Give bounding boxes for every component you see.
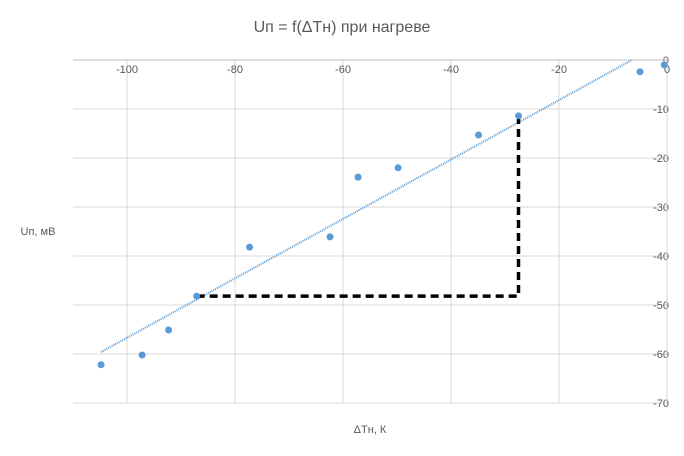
point [515,112,522,120]
y-tick-label: -10 [653,104,669,116]
point [354,173,362,181]
x-axis-label: ΔTн, К [354,424,387,436]
y-tick-label: -60 [653,349,669,361]
point [246,243,254,251]
point [636,68,644,76]
x-tick-label: -80 [227,64,243,76]
x-tick-label: -20 [551,64,567,76]
point [326,233,334,241]
x-tick-label: -100 [116,64,138,76]
point [475,131,483,139]
y-tick-label: -20 [653,153,669,165]
trendline [100,59,633,353]
y-tick-label: -50 [653,300,669,312]
y-axis-label: Uп, мВ [21,226,56,238]
x-tick-label: -60 [335,64,351,76]
point [660,61,668,69]
y-tick-label: -30 [653,202,669,214]
point [97,361,105,369]
point [138,351,146,359]
x-tick-label: 0 [664,64,670,76]
y-tick-label: -40 [653,251,669,263]
point [165,326,173,334]
guide-line [196,115,521,298]
y-tick-label: -70 [653,398,669,410]
chart-title: Uп = f(ΔTн) при нагреве [254,19,431,36]
point [394,164,402,172]
y-tick-label: 0 [663,55,669,67]
x-tick-label: -40 [443,64,459,76]
point [193,292,201,300]
